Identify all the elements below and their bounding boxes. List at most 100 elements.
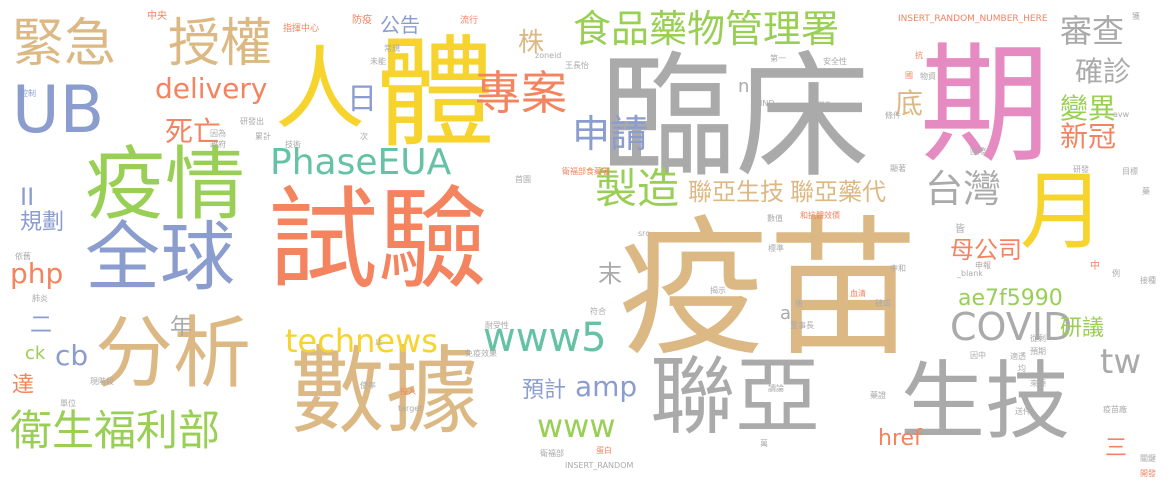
word-cjk-38: 底 [895,87,924,120]
word-cjk-8: 生技 [900,353,1071,452]
word-cjk-70: 安全性 [823,57,847,66]
word-cjk-71: 抗 [915,51,923,60]
word-cjk-15: 月 [1020,163,1106,262]
word-cjk-88: 目標 [1122,167,1138,176]
word-cjk-20: 製造 [595,164,680,213]
word-cjk-73: 物資 [920,72,936,81]
word-cjk-128: 開發 [1140,469,1156,478]
word-cjk-72: 國 [905,71,913,80]
word-cjk-83: 首園 [515,175,531,184]
word-cjk-109: 因中 [970,351,986,360]
word-cjk-122: 疫苗廠 [1103,405,1127,414]
word-cjk-33: 變異 [1060,92,1117,125]
word-cjk-80: 政府 [210,140,226,149]
word-cjk-78: 技術 [285,140,301,149]
word-ub: UB [12,73,105,148]
word-cjk-114: 投入 [400,387,416,396]
word-amp: amp [575,370,638,403]
word-cjk-115: 使率 [360,381,376,390]
word-cjk-51: 二 [30,313,53,338]
word-cjk-86: 數值 [767,214,783,223]
word-cjk-116: 讀論 [768,384,784,393]
word-cjk-110: 預期 [1030,347,1046,356]
word-cjk-85: 和抗體效價 [800,211,840,220]
word-cjk-32: 確診 [1075,55,1132,88]
word-delivery: delivery [155,72,268,105]
word-cjk-94: 申報 [975,261,991,270]
word-cjk-5: 人 [275,37,365,142]
word-cjk-131: 顯著 [890,164,906,173]
word-insert-random-number-here: INSERT_RANDOM_NUMBER_HERE [898,14,1048,24]
word-cjk-34: 新冠 [1060,120,1117,153]
word-cjk-17: 衛生福利部 [10,406,221,455]
word-cjk-43: 規劃 [20,210,65,235]
word-cjk-21: 台灣 [925,167,1002,211]
word-cjk-120: 藥證 [870,391,886,400]
word-cjk-113: 現階段 [90,377,114,386]
word-cjk-29: 聯亞生技 [688,178,784,206]
word-cjk-121: 送件 [1015,407,1031,416]
word-cjk-127: 關鍵 [1140,454,1156,463]
word-cjk-79: 因為 [210,129,226,138]
word-cjk-69: 第一 [770,54,786,63]
word-cjk-118: 單位 [60,399,76,408]
word-cb: cb [55,339,89,372]
word-www5: www5 [483,315,607,361]
word-cjk-63: 控制 [20,89,36,98]
word-ae7f5990: ae7f5990 [958,286,1063,311]
word-cjk-52: 達 [12,373,35,398]
word-cjk-55: 三 [1105,436,1128,461]
word-cjk-124: 蛋白 [596,446,612,455]
word-cjk-6: 數據 [290,337,481,447]
word-cjk-84: 衛福部食藥署 [562,167,610,176]
word-cjk-30: 聯亞藥代 [790,178,886,206]
word-cjk-50: 末 [598,260,622,288]
word-cjk-112: 均 [1018,364,1026,373]
word-cjk-61: 流行 [460,16,479,26]
word-cjk-37: 日 [347,82,377,117]
word-cjk-4: 體 [375,25,495,164]
word-cjk-89: 藥 [1142,187,1150,196]
word-cjk-45: 母公司 [950,236,1022,264]
word-www: www [537,407,616,445]
word-n: n [738,76,750,97]
word-cjk-96: 例 [1112,269,1120,278]
word-cjk-93: 肺炎 [32,294,48,303]
word-cjk-92: 標準 [768,244,784,253]
word-cjk-11: 分析 [95,309,252,399]
word-cjk-48: 預計 [522,378,567,403]
word-ck: ck [25,343,46,364]
word-cjk-111: 適透 [1010,352,1026,361]
word-cjk-0: 疫苗 [618,203,919,377]
word-avw: avw [1113,110,1130,119]
word-cjk-14: 授權 [168,14,273,74]
word-cjk-81: 次 [360,132,368,141]
word-cjk-77: 累計 [255,132,271,141]
word-cjk-132: 皆 [955,224,965,235]
word-cjk-3: 期 [920,29,1051,181]
word-cjk-68: 王長怡 [565,61,589,70]
word-cjk-7: 聯亞 [650,348,821,447]
word-cjk-106: 止 [375,337,383,346]
word-cjk-10: 全球 [85,213,236,301]
word-cjk-26: 申請 [572,112,649,156]
word-cjk-107: 免疫效果 [465,349,497,358]
word-cjk-76: 條件 [885,111,901,120]
word-cjk-49: 年 [170,315,193,340]
word-phaseeua: PhaseEUA [270,142,452,183]
word-cjk-125: 衛福部 [540,449,564,458]
word-cjk-117: 來源 [1030,379,1046,388]
word-cjk-1: 臨床 [600,39,870,196]
word-cjk-108: 從剩 [1030,334,1046,343]
word-cjk-87: 研發 [1073,165,1089,174]
word-cjk-31: 審查 [1060,12,1125,50]
word-ii: II [20,183,35,211]
word-cjk-65: 未能 [370,57,386,66]
word-cjk-97: 揭示 [710,286,726,295]
word-cjk-133: 獲 [1132,12,1140,21]
word-cjk-59: 指揮中心 [283,24,320,34]
word-tw: tw [1100,342,1142,382]
word-cjk-60: 防疫 [352,15,372,26]
word-href: href [878,426,922,451]
